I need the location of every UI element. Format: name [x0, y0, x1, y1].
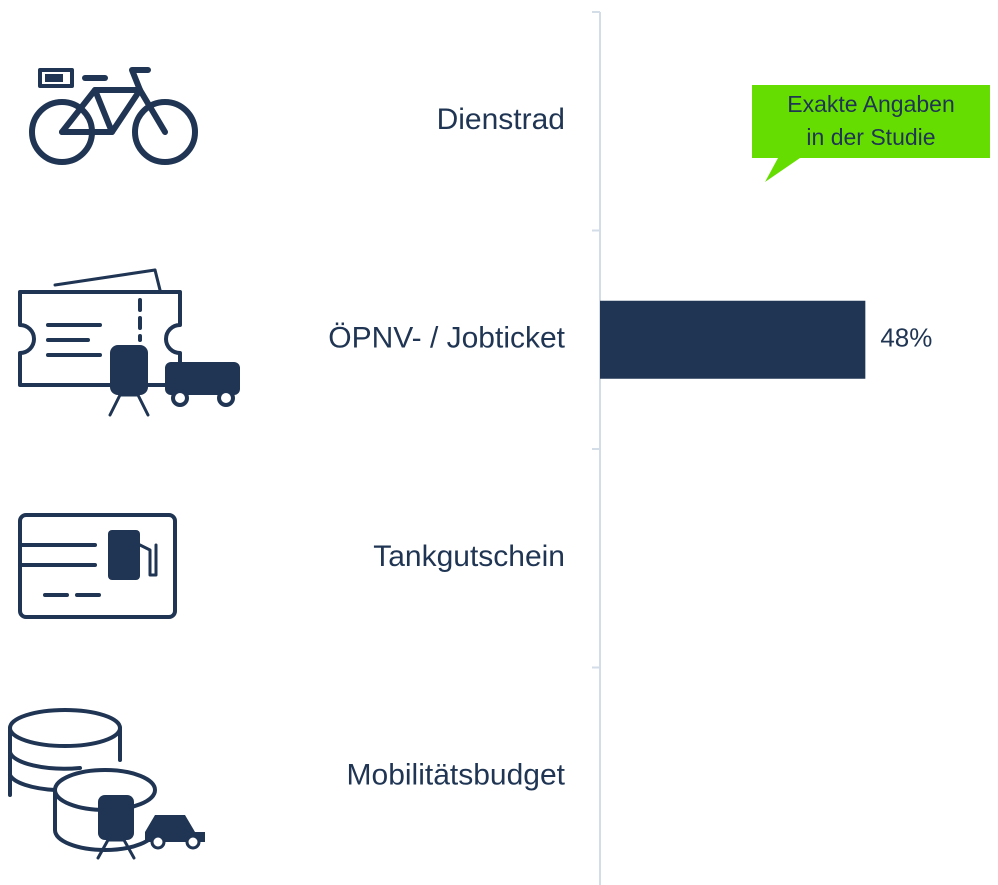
bike-icon	[29, 67, 198, 165]
category-label: Tankgutschein	[373, 540, 565, 573]
bar	[600, 300, 866, 379]
annotation-text: Exakte Angaben	[787, 91, 955, 117]
coins-icon	[8, 708, 205, 860]
callout-box	[752, 85, 990, 182]
annotation: Exakte Angaben in der Studie	[752, 85, 990, 182]
fuel-card-icon	[18, 513, 177, 619]
category-label: Dienstrad	[437, 103, 565, 136]
annotation-text: in der Studie	[806, 124, 935, 150]
category-label: ÖPNV- / Jobticket	[328, 322, 565, 355]
value-label: 48%	[880, 323, 932, 353]
category-label: Mobilitätsbudget	[347, 759, 566, 792]
ticket-icon	[18, 268, 240, 417]
